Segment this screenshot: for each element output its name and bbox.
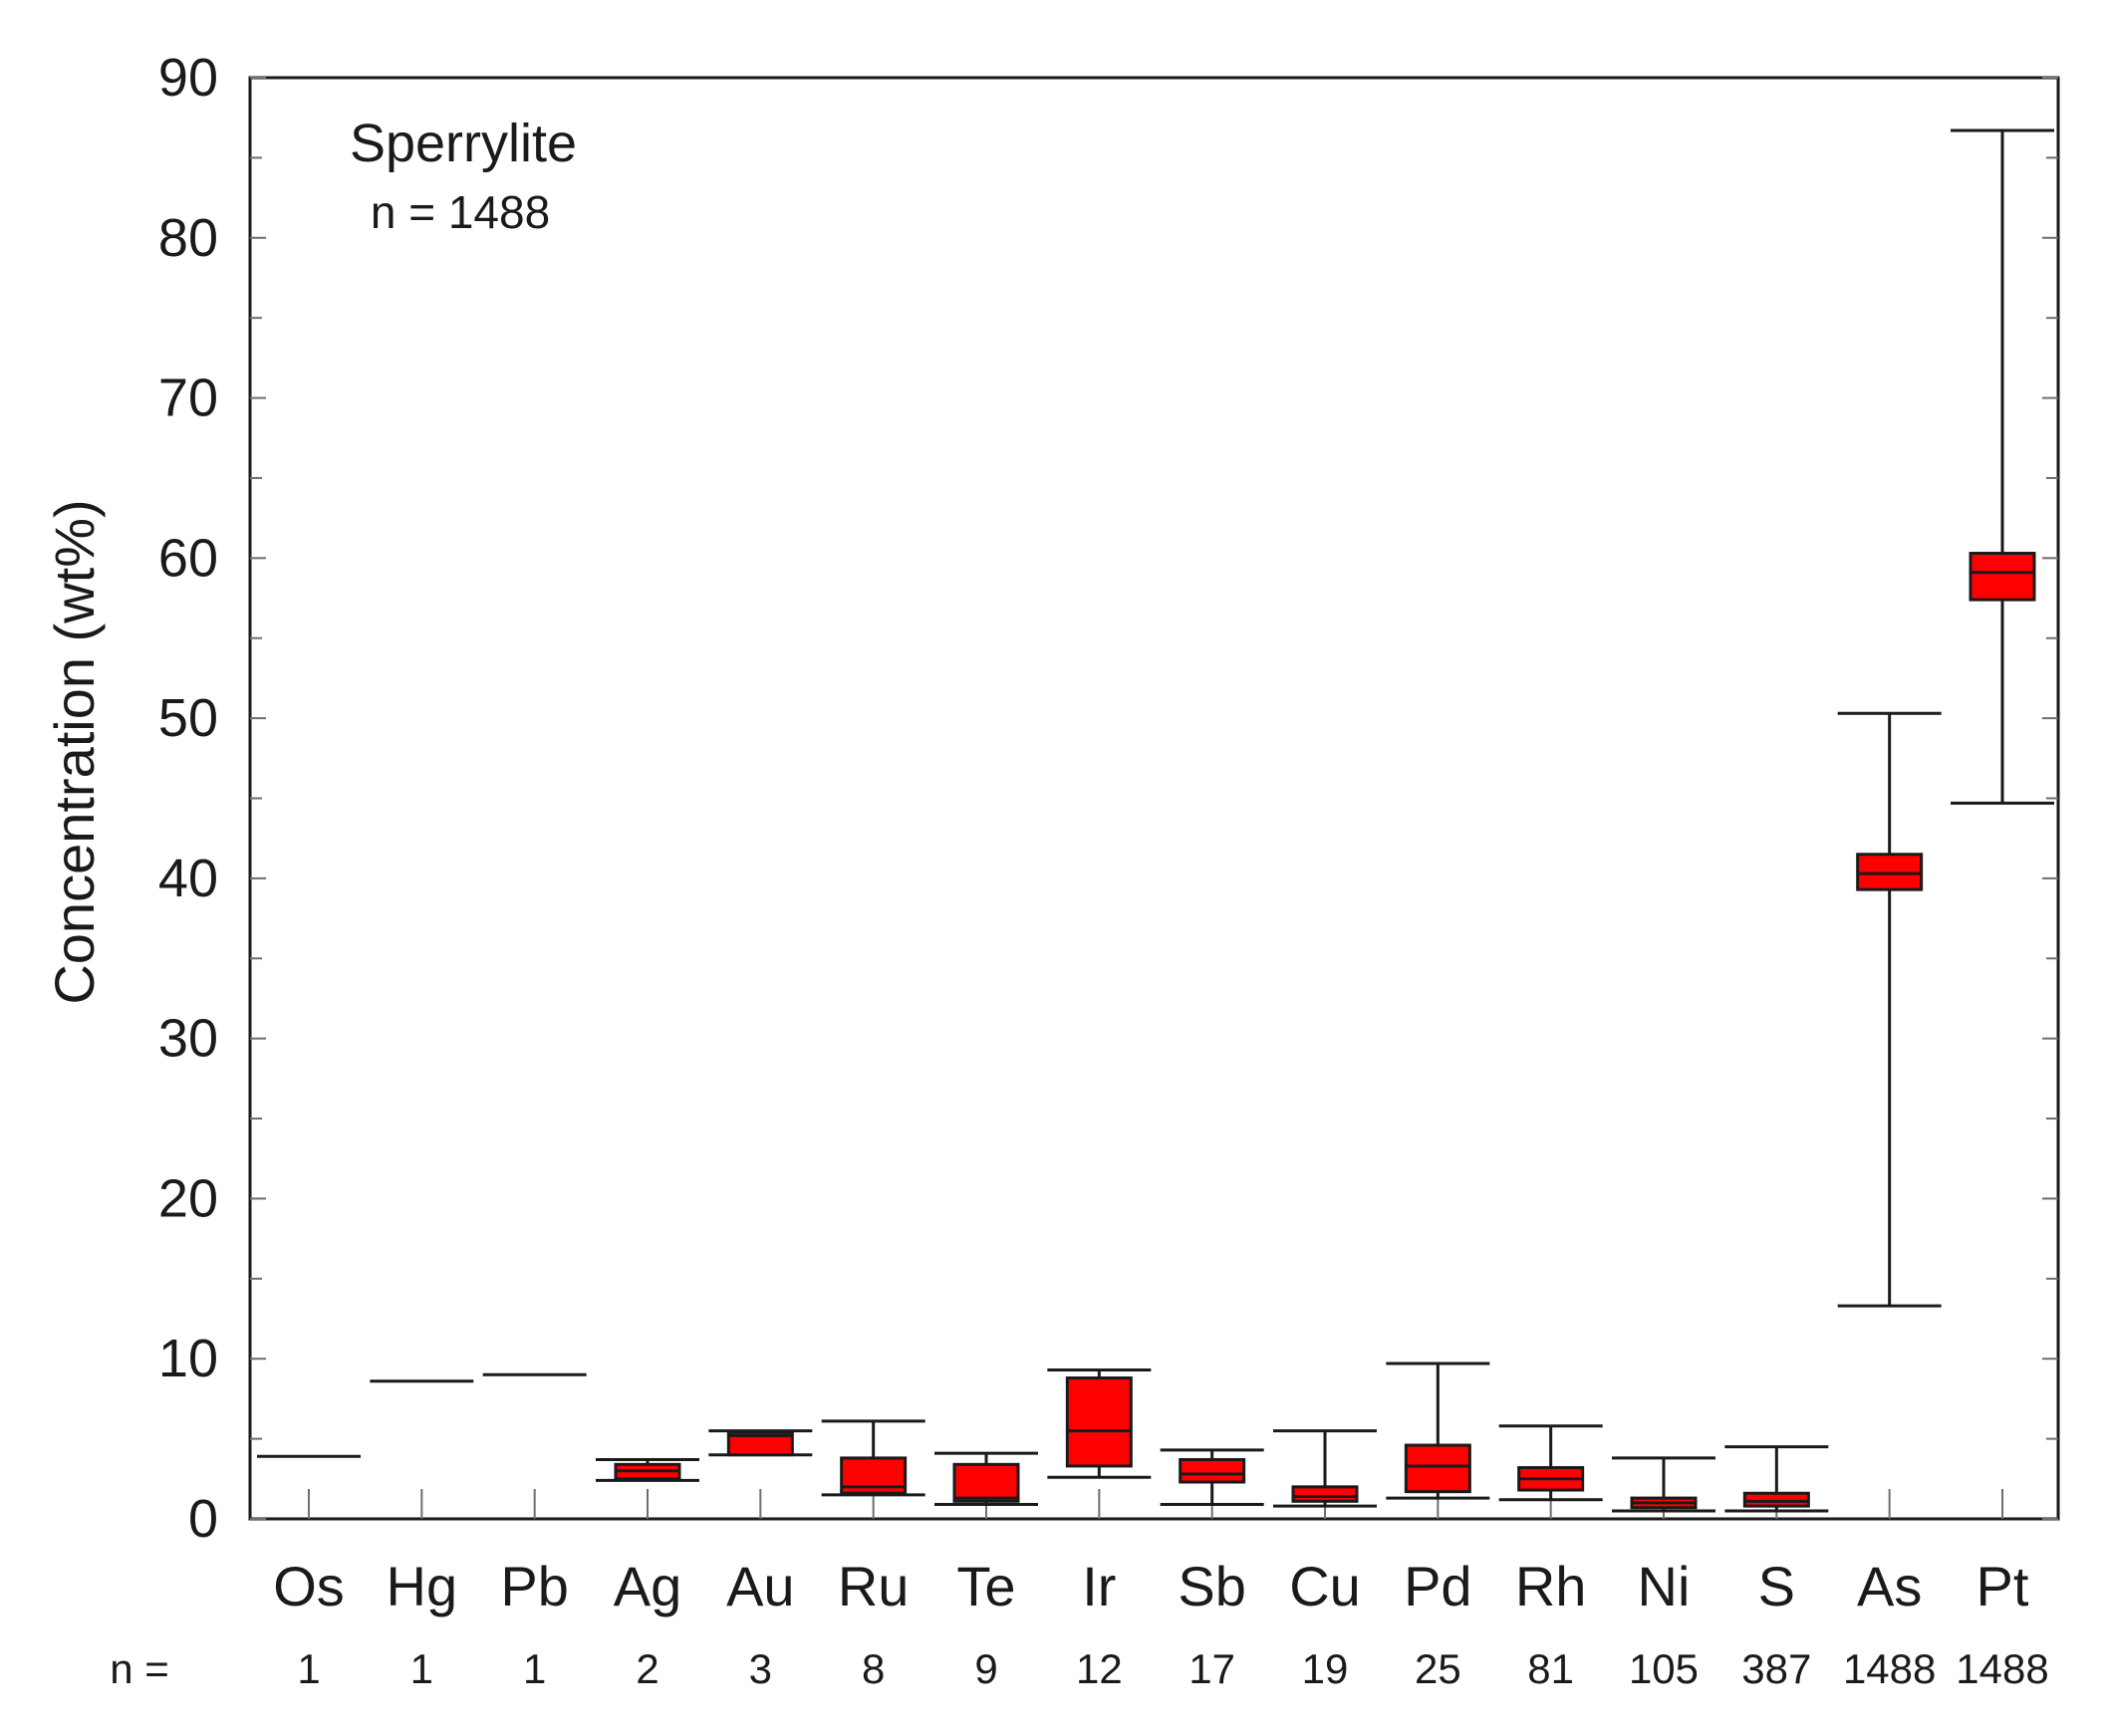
box-group-ag — [596, 1458, 699, 1482]
n-count-label: 1 — [523, 1645, 546, 1692]
n-count-label: 2 — [636, 1645, 658, 1692]
n-count-label: 1488 — [1956, 1645, 2048, 1692]
x-category-label: Sb — [1178, 1555, 1246, 1617]
x-category-label: Hg — [387, 1555, 458, 1617]
n-count-label: 12 — [1076, 1645, 1123, 1692]
n-count-label: 3 — [749, 1645, 772, 1692]
y-axis-ticks — [250, 77, 2058, 1520]
x-category-label: Pb — [500, 1555, 569, 1617]
x-category-label: As — [1857, 1555, 1922, 1617]
axis-labels: 0 10 20 30 40 50 60 70 80 90 Os 1 Hg 1 Pb 1 Ag 2 Au 3 Ru 8 Te 9… — [158, 48, 2049, 1692]
x-category-label: Ir — [1082, 1555, 1116, 1617]
x-category-label: Au — [726, 1555, 795, 1617]
n-prefix-label: n = — [110, 1645, 169, 1692]
n-count-label: 19 — [1302, 1645, 1349, 1692]
y-tick-label: 10 — [158, 1329, 218, 1388]
y-tick-label: 80 — [158, 208, 218, 268]
iqr-box — [726, 1430, 794, 1457]
n-count-label: 1488 — [1843, 1645, 1936, 1692]
y-tick-label: 0 — [188, 1489, 218, 1549]
box-group-s — [1724, 1445, 1829, 1513]
n-count-label: 17 — [1188, 1645, 1235, 1692]
y-tick-label: 50 — [158, 688, 218, 748]
iqr-box — [1065, 1376, 1133, 1468]
iqr-box — [1742, 1491, 1810, 1508]
iqr-box — [1969, 552, 2036, 602]
y-axis-label: Concentration (wt%) — [43, 499, 106, 1004]
iqr-box — [1856, 853, 1924, 891]
x-category-label: Ru — [838, 1555, 910, 1617]
n-count-label: 25 — [1415, 1645, 1461, 1692]
chart-subtitle: n = 1488 — [371, 186, 550, 238]
y-tick-label: 20 — [158, 1168, 218, 1228]
iqr-box — [952, 1462, 1020, 1503]
x-category-label: Pt — [1976, 1555, 2029, 1617]
box-marks — [257, 128, 2054, 1513]
box-group-cu — [1273, 1429, 1377, 1508]
chart-title: Sperrylite — [350, 114, 577, 173]
n-count-label: 81 — [1527, 1645, 1574, 1692]
iqr-box — [1179, 1458, 1246, 1484]
box-group-sb — [1160, 1448, 1264, 1507]
n-count-label: 8 — [862, 1645, 885, 1692]
y-tick-label: 90 — [158, 48, 218, 108]
box-group-as — [1837, 711, 1942, 1308]
iqr-box — [1291, 1485, 1359, 1503]
y-tick-label: 60 — [158, 528, 218, 588]
iqr-box — [1404, 1443, 1471, 1494]
x-category-label: Ag — [614, 1555, 682, 1617]
x-category-label: Os — [273, 1555, 345, 1617]
box-group-pt — [1951, 128, 2054, 805]
x-category-label: Cu — [1289, 1555, 1361, 1617]
n-count-label: 9 — [974, 1645, 997, 1692]
box-group-ir — [1047, 1367, 1152, 1479]
box-group-ni — [1612, 1456, 1715, 1513]
x-category-label: Pd — [1404, 1555, 1472, 1617]
box-group-te — [934, 1451, 1038, 1507]
box-group-au — [708, 1429, 813, 1457]
x-category-label: Ni — [1638, 1555, 1691, 1617]
y-tick-label: 70 — [158, 369, 218, 428]
n-count-label: 1 — [410, 1645, 433, 1692]
box-group-pd — [1386, 1362, 1490, 1500]
box-group-rh — [1498, 1424, 1603, 1502]
n-count-label: 105 — [1629, 1645, 1699, 1692]
plot-area-frame — [248, 76, 2060, 1521]
y-tick-label: 40 — [158, 849, 218, 908]
y-tick-label: 30 — [158, 1009, 218, 1069]
x-category-label: S — [1758, 1555, 1795, 1617]
n-count-label: 387 — [1741, 1645, 1811, 1692]
x-category-label: Te — [956, 1555, 1015, 1617]
n-count-label: 1 — [297, 1645, 320, 1692]
box-group-ru — [821, 1419, 925, 1497]
x-category-label: Rh — [1515, 1555, 1587, 1617]
